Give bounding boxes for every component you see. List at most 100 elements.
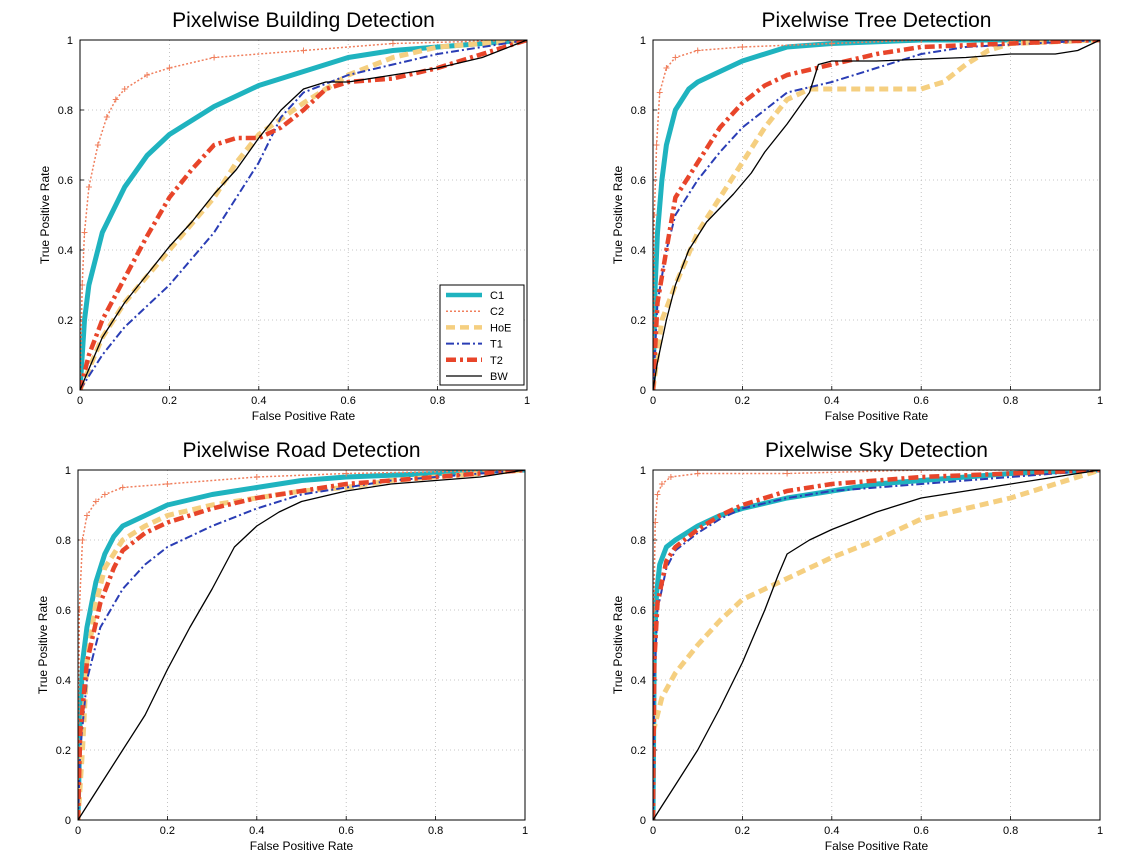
x-tick-label: 0: [75, 825, 81, 837]
series-group: [653, 40, 1100, 390]
series-marker-c2: [343, 470, 350, 477]
series-line-c2: [653, 470, 1100, 820]
legend-label-hoe: HoE: [490, 322, 511, 334]
series-marker-c2: [300, 47, 307, 54]
x-tick-label: 0.6: [339, 825, 354, 837]
x-axis-label: False Positive Rate: [250, 839, 354, 853]
series-line-t2: [653, 40, 1100, 390]
x-tick-label: 0.8: [428, 825, 443, 837]
series-line-bw: [653, 470, 1100, 820]
y-tick-label: 0.8: [631, 105, 646, 117]
y-axis-label: True Positive Rate: [611, 166, 625, 265]
y-tick-label: 1: [640, 465, 646, 477]
y-axis-label: True Positive Rate: [36, 596, 50, 695]
series-marker-c2: [654, 491, 661, 498]
legend-label-c2: C2: [490, 306, 504, 318]
chart-title: Pixelwise Sky Detection: [765, 439, 988, 462]
x-tick-label: 0.6: [341, 395, 356, 407]
y-tick-label: 0: [67, 385, 73, 397]
series-line-bw: [78, 470, 525, 820]
series-marker-c2: [739, 44, 746, 50]
x-tick-label: 0.4: [824, 825, 839, 837]
y-tick-label: 0.4: [631, 245, 646, 257]
series-marker-c2: [694, 470, 701, 477]
series-marker-c2: [101, 491, 108, 498]
chart-panel-1: 0 0.2 0.4 0.6 0.8 1 0 0.2 0.4 0.6 0.8 1 Pixelwise Bu…: [38, 9, 530, 423]
series-line-c1: [653, 40, 1100, 390]
series-line-hoe: [653, 40, 1100, 390]
series-group: [80, 40, 527, 390]
series-marker-c2: [119, 484, 126, 491]
x-tick-label: 0.2: [735, 395, 750, 407]
y-tick-label: 0.8: [56, 535, 71, 547]
series-line-bw: [80, 40, 527, 390]
x-tick-label: 1: [524, 395, 530, 407]
series-marker-c2: [121, 86, 128, 92]
y-axis-label: True Positive Rate: [611, 596, 625, 695]
x-tick-label: 0.2: [735, 825, 750, 837]
series-marker-c2: [389, 40, 396, 47]
x-axis-label: False Positive Rate: [825, 839, 929, 853]
legend-label-c1: C1: [490, 290, 504, 302]
series-marker-c2: [166, 65, 173, 71]
y-tick-label: 1: [67, 35, 73, 47]
x-tick-label: 0.6: [914, 825, 929, 837]
series-line-t1: [653, 470, 1100, 820]
x-tick-label: 0.8: [1003, 395, 1018, 407]
axes-box: [652, 39, 1101, 391]
series-line-t1: [78, 470, 525, 820]
chart-title: Pixelwise Tree Detection: [762, 9, 992, 32]
plot-area: [653, 40, 1100, 390]
x-tick-label: 0.4: [251, 395, 266, 407]
chart-panel-3: 0 0.2 0.4 0.6 0.8 1 0 0.2 0.4 0.6 0.8 1 Pixelwise Ro…: [36, 439, 528, 853]
x-tick-label: 0.4: [249, 825, 264, 837]
series-marker-c2: [658, 481, 665, 487]
series-marker-c2: [653, 212, 658, 218]
series-marker-c2: [653, 142, 660, 148]
y-tick-label: 0.2: [56, 745, 71, 757]
y-tick-label: 0: [65, 815, 71, 827]
series-line-hoe: [653, 470, 1100, 734]
y-tick-label: 0.2: [631, 315, 646, 327]
y-tick-label: 0.4: [631, 675, 646, 687]
axes-box: [79, 39, 528, 391]
series-marker-c2: [85, 184, 92, 190]
x-tick-label: 0.8: [1003, 825, 1018, 837]
x-axis-label: False Positive Rate: [252, 409, 356, 423]
series-line-t2: [78, 470, 525, 820]
series-line-bw: [653, 40, 1100, 390]
y-axis-label: True Positive Rate: [38, 166, 52, 265]
series-marker-c2: [918, 470, 925, 473]
chart-panel-2: 0 0.2 0.4 0.6 0.8 1 0 0.2 0.4 0.6 0.8 1 Pixelwise Tr…: [611, 9, 1103, 423]
series-marker-c2: [211, 54, 218, 61]
series-line-t2: [80, 40, 527, 390]
x-tick-label: 1: [1097, 825, 1103, 837]
x-tick-label: 1: [522, 825, 528, 837]
y-tick-label: 0.6: [58, 175, 73, 187]
y-tick-label: 1: [65, 465, 71, 477]
y-tick-label: 1: [640, 35, 646, 47]
legend-label-bw: BW: [490, 371, 508, 383]
series-group: [78, 470, 525, 820]
series-marker-c2: [164, 481, 171, 487]
y-tick-label: 0.2: [58, 315, 73, 327]
series-marker-c2: [828, 40, 835, 47]
series-marker-c2: [663, 65, 670, 71]
y-tick-label: 0.6: [56, 605, 71, 617]
x-tick-label: 0: [650, 825, 656, 837]
y-tick-label: 0.4: [58, 245, 73, 257]
x-axis-label: False Positive Rate: [825, 409, 929, 423]
y-tick-label: 0: [640, 385, 646, 397]
legend-label-t2: T2: [490, 355, 503, 367]
y-tick-label: 0.8: [58, 105, 73, 117]
series-marker-c2: [94, 142, 101, 148]
series-marker-c2: [81, 229, 88, 236]
x-tick-label: 0: [650, 395, 656, 407]
y-tick-label: 0.6: [631, 605, 646, 617]
x-tick-label: 0: [77, 395, 83, 407]
legend-box: [439, 284, 525, 386]
series-line-t2: [653, 470, 1100, 820]
series-marker-c2: [112, 96, 119, 103]
legend: C1 C2 HoE T1 T2 BW: [439, 284, 525, 386]
